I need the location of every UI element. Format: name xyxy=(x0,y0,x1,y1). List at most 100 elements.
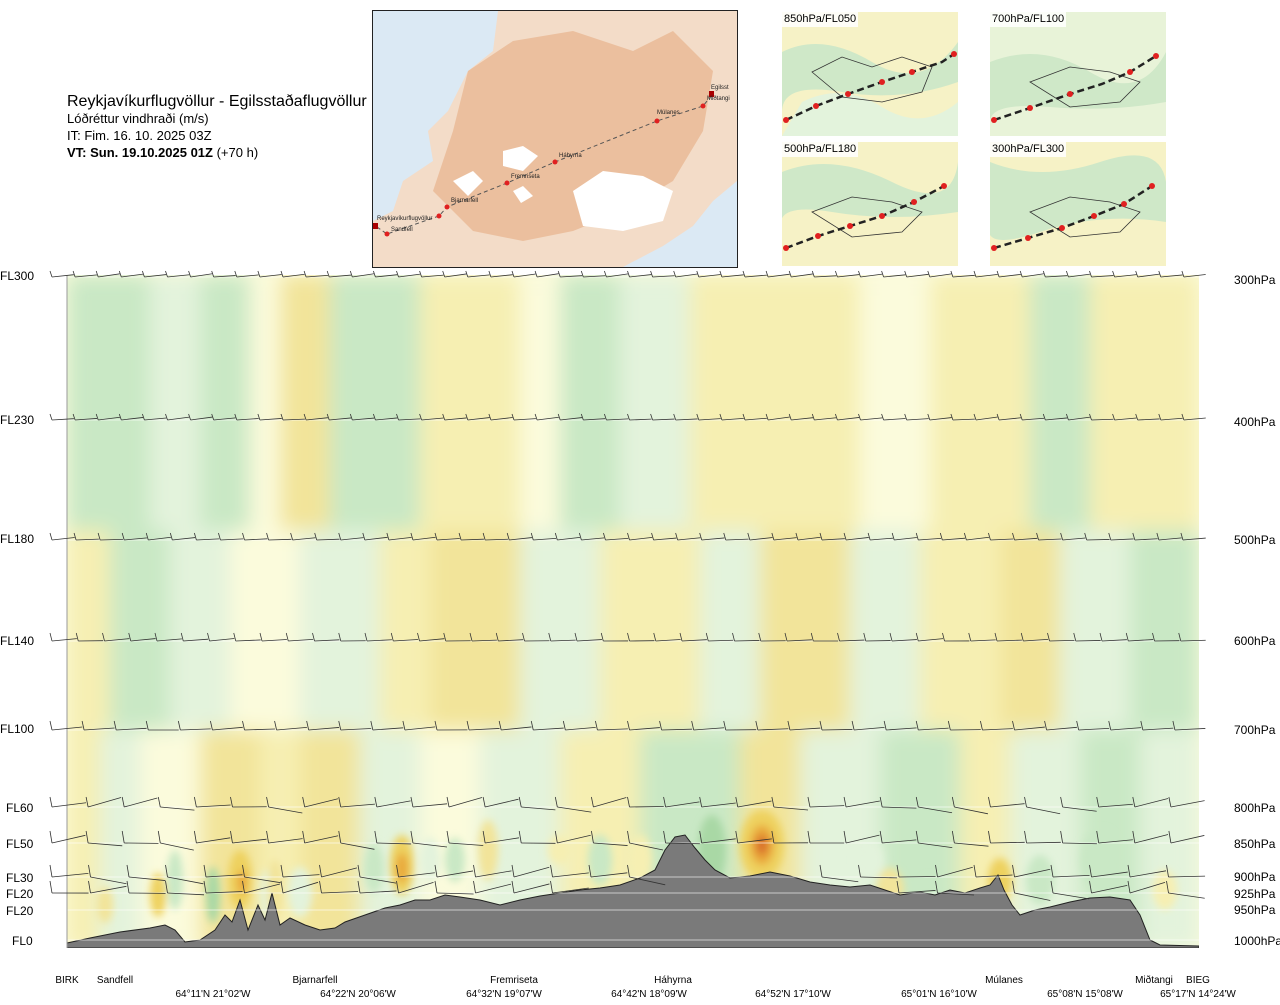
barb-shaft xyxy=(629,876,666,886)
barb-shaft xyxy=(1014,868,1051,878)
barb-shaft xyxy=(898,890,936,894)
barb-shaft xyxy=(768,416,790,421)
barb-shaft xyxy=(375,417,398,421)
route-map-label-mulanes: Múlanes xyxy=(657,110,680,116)
barb-shaft xyxy=(773,806,809,811)
barb-flag xyxy=(193,532,197,541)
barb-flag xyxy=(157,796,161,808)
barb-flag xyxy=(663,830,666,844)
barb-shaft xyxy=(1022,273,1044,278)
barb-flag xyxy=(673,413,677,421)
field-cell-17 xyxy=(588,835,612,885)
barb-shaft xyxy=(340,842,375,850)
barb-flag xyxy=(963,532,967,541)
fl-label-140: FL140 xyxy=(0,634,35,648)
barb-flag xyxy=(627,830,630,844)
barb-shaft xyxy=(75,418,98,421)
barb-flag xyxy=(495,632,499,642)
barb-shaft xyxy=(1182,537,1206,541)
field-cell-2 xyxy=(167,850,183,910)
barb-flag xyxy=(49,720,53,731)
barb-flag xyxy=(234,413,238,421)
barb-flag xyxy=(719,413,723,421)
barb-shaft xyxy=(593,842,628,846)
barb-shaft xyxy=(1137,273,1160,278)
barb-flag xyxy=(417,632,420,642)
barb-shaft xyxy=(160,842,194,851)
barb-flag xyxy=(1050,880,1054,894)
barb-shaft xyxy=(886,727,917,731)
barb-shaft xyxy=(557,806,592,813)
barb-flag xyxy=(994,632,998,642)
barb-shaft xyxy=(999,417,1021,421)
barb-flag xyxy=(193,830,197,844)
barb-flag xyxy=(811,270,815,278)
barb-shaft xyxy=(316,538,340,541)
barb-row-0 xyxy=(49,270,1206,278)
barb-shaft xyxy=(1052,892,1090,900)
barb-shaft xyxy=(821,538,845,541)
barb-flag xyxy=(819,532,823,541)
barb-row-5 xyxy=(49,796,1205,815)
barb-shaft xyxy=(605,537,629,541)
barb-flag xyxy=(973,864,977,878)
barb-shaft xyxy=(821,729,853,731)
barb-shaft xyxy=(51,418,74,421)
barb-flag xyxy=(1024,796,1027,808)
barb-shaft xyxy=(937,892,975,896)
barb-flag xyxy=(72,270,76,278)
barb-flag xyxy=(691,720,695,731)
barb-shaft xyxy=(398,881,434,894)
field-cell-13 xyxy=(420,838,440,882)
barb-shaft xyxy=(999,273,1021,278)
barb-flag xyxy=(242,864,245,878)
barb-flag xyxy=(434,720,438,731)
hpa-label-300: 300hPa xyxy=(1234,273,1276,287)
route-map-label-bjarnarfell: Bjarnarfell xyxy=(451,198,478,204)
barb-flag xyxy=(811,413,815,421)
barb-flag xyxy=(49,413,53,421)
barb-flag xyxy=(1089,864,1092,878)
field-upper-column-14 xyxy=(1090,275,1199,535)
barb-flag xyxy=(210,720,213,731)
barb-flag xyxy=(1135,270,1139,278)
field-cell-15 xyxy=(478,820,498,880)
barb-shaft xyxy=(1158,537,1182,541)
barb-flag xyxy=(699,532,703,541)
hpa-label-850: 850hPa xyxy=(1234,837,1276,851)
barb-shaft xyxy=(475,870,512,878)
barb-flag xyxy=(349,270,353,278)
barb-flag xyxy=(1132,830,1136,844)
barb-shaft xyxy=(773,537,797,541)
barb-shaft xyxy=(629,536,653,541)
barb-flag xyxy=(338,632,342,642)
barb-shaft xyxy=(1086,539,1110,541)
barb-flag xyxy=(165,880,168,894)
barb-shaft xyxy=(376,842,412,845)
barb-flag xyxy=(1060,796,1064,808)
barb-shaft xyxy=(449,842,484,846)
barb-flag xyxy=(807,796,811,808)
barb-shaft xyxy=(124,537,147,541)
barb-shaft xyxy=(1091,871,1128,878)
barb-shaft xyxy=(698,418,721,421)
barb-shaft xyxy=(975,416,998,421)
hpa-label-400: 400hPa xyxy=(1234,415,1276,429)
barb-flag xyxy=(465,270,469,278)
barb-flag xyxy=(374,830,378,844)
barb-shaft xyxy=(757,728,789,731)
barb-shaft xyxy=(261,639,287,642)
barb-shaft xyxy=(882,806,917,809)
coordinate-label-2: 64°22'N 20°06'W xyxy=(320,989,396,1000)
barb-shaft xyxy=(244,883,281,894)
barb-shaft xyxy=(87,797,122,808)
barb-shaft xyxy=(236,274,259,278)
barb-shaft xyxy=(677,537,701,541)
barb-flag xyxy=(939,532,943,541)
barb-flag xyxy=(410,532,414,541)
barb-flag xyxy=(410,830,414,844)
barb-flag xyxy=(518,830,522,844)
barb-flag xyxy=(306,720,310,731)
barb-flag xyxy=(338,830,342,844)
barb-flag xyxy=(434,864,438,878)
